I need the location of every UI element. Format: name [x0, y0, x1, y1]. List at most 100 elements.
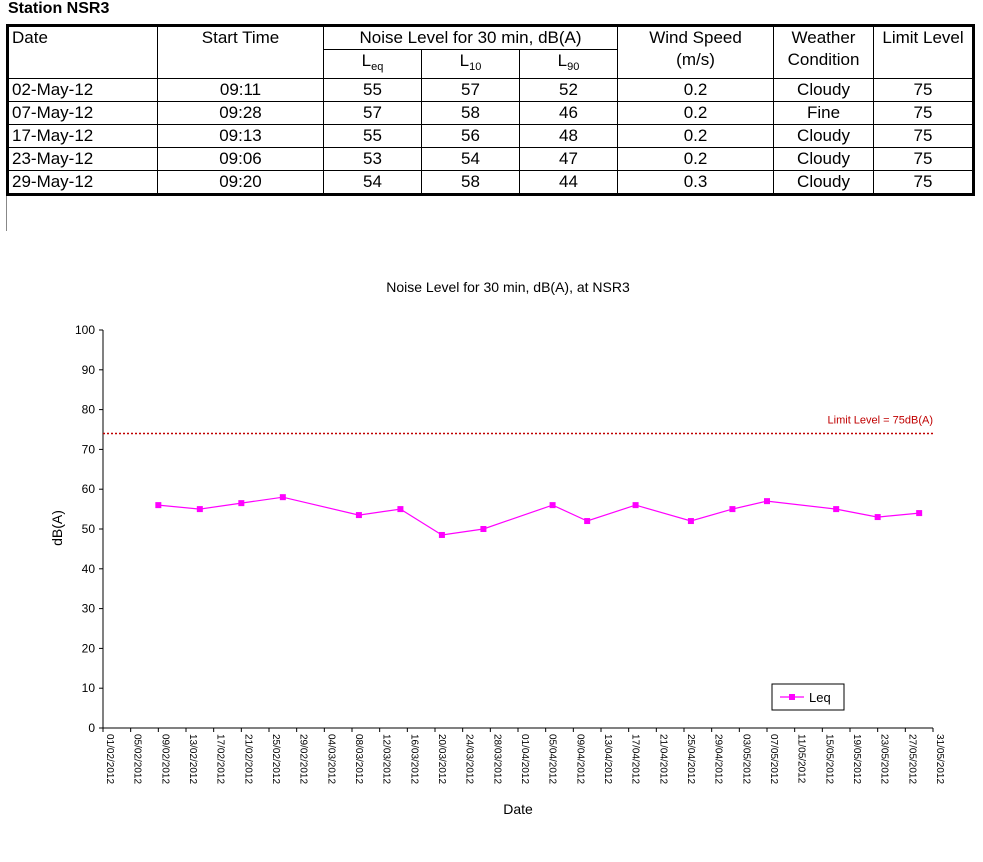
header-wind-line1: Wind Speed	[649, 28, 742, 47]
cell-limit: 75	[873, 124, 975, 148]
header-weather-line2: Condition	[787, 50, 860, 69]
data-point-leq	[397, 506, 404, 513]
y-tick-label: 100	[75, 323, 95, 337]
x-axis-label: Date	[503, 801, 533, 817]
x-tick-label: 03/05/2012	[740, 734, 751, 784]
x-tick-label: 16/03/2012	[408, 734, 419, 784]
x-tick-label: 27/05/2012	[906, 734, 917, 784]
x-tick-label: 24/03/2012	[464, 734, 475, 784]
cell-leq: 53	[323, 147, 422, 171]
x-tick-label: 20/03/2012	[436, 734, 447, 784]
cell-l10: 54	[421, 147, 520, 171]
x-tick-label: 21/02/2012	[242, 734, 253, 784]
header-wind-line2: (m/s)	[676, 50, 715, 69]
y-tick-label: 50	[82, 522, 96, 536]
header-date: Date	[7, 25, 158, 79]
x-tick-label: 19/05/2012	[851, 734, 862, 784]
y-tick-label: 10	[82, 681, 96, 695]
header-l90-sub: 90	[567, 61, 580, 73]
data-point-leq	[833, 506, 840, 513]
x-tick-label: 01/04/2012	[519, 734, 530, 784]
x-tick-label: 25/02/2012	[270, 734, 281, 784]
cell-start-time: 09:28	[157, 101, 324, 125]
x-tick-label: 11/05/2012	[796, 734, 807, 784]
cell-leq: 57	[323, 101, 422, 125]
data-point-leq	[355, 512, 362, 519]
cell-date: 17-May-12	[7, 124, 158, 148]
x-tick-label: 23/05/2012	[879, 734, 890, 784]
cell-start-time: 09:06	[157, 147, 324, 171]
cell-date: 29-May-12	[7, 170, 158, 196]
station-title: Station NSR3	[8, 0, 110, 17]
x-tick-label: 05/02/2012	[132, 734, 143, 784]
cell-l10: 58	[421, 170, 520, 196]
x-tick-label: 09/02/2012	[159, 734, 170, 784]
cell-wind: 0.2	[617, 147, 775, 171]
header-l10-main: L	[459, 51, 470, 70]
header-leq-sub: eq	[371, 61, 384, 73]
header-weather: Weather Condition	[773, 25, 875, 79]
header-weather-line1: Weather	[791, 28, 856, 47]
data-point-leq	[480, 526, 487, 532]
x-tick-label: 12/03/2012	[381, 734, 392, 784]
y-tick-label: 80	[82, 403, 96, 417]
noise-line-chart: Noise Level for 30 min, dB(A), at NSR3 d…	[0, 270, 983, 830]
cell-date: 02-May-12	[7, 78, 158, 102]
cell-weather: Cloudy	[773, 170, 875, 196]
data-point-leq	[584, 518, 591, 525]
y-tick-label: 60	[82, 482, 96, 496]
cell-weather: Cloudy	[773, 147, 875, 171]
cell-l90: 48	[518, 124, 619, 148]
chart-title: Noise Level for 30 min, dB(A), at NSR3	[386, 279, 630, 295]
noise-table-container: Date Start Time Noise Level for 30 min, …	[6, 24, 976, 196]
header-l90-main: L	[557, 51, 568, 70]
cell-leq: 55	[323, 78, 422, 102]
y-tick-label: 70	[82, 442, 96, 456]
header-wind-speed: Wind Speed (m/s)	[617, 25, 775, 79]
cell-wind: 0.2	[617, 124, 775, 148]
table-row: 23-May-12 09:06 53 54 47 0.2 Cloudy 75	[7, 147, 975, 171]
data-point-leq	[279, 494, 286, 501]
y-tick-label: 30	[82, 602, 96, 616]
data-point-leq	[549, 502, 556, 509]
x-tick-label: 15/05/2012	[823, 734, 834, 784]
data-point-leq	[729, 506, 736, 513]
data-point-leq	[155, 502, 162, 509]
x-tick-label: 17/04/2012	[630, 734, 641, 784]
x-tick-label: 09/04/2012	[574, 734, 585, 784]
x-tick-label: 01/02/2012	[104, 734, 115, 784]
x-tick-label: 28/03/2012	[491, 734, 502, 784]
x-tick-label: 31/05/2012	[934, 734, 945, 784]
cell-l10: 58	[421, 101, 520, 125]
cell-date: 07-May-12	[7, 101, 158, 125]
header-l10-sub: 10	[469, 61, 482, 73]
x-tick-label: 07/05/2012	[768, 734, 779, 784]
chart-svg: Noise Level for 30 min, dB(A), at NSR3 d…	[49, 279, 945, 817]
table-row: 17-May-12 09:13 55 56 48 0.2 Cloudy 75	[7, 124, 975, 148]
x-tick-label: 29/04/2012	[713, 734, 724, 784]
y-axis-label: dB(A)	[49, 510, 65, 546]
legend-label-leq: Leq	[809, 690, 831, 705]
x-tick-label: 25/04/2012	[685, 734, 696, 784]
y-tick-label: 20	[82, 641, 96, 655]
cell-l90: 44	[518, 170, 619, 196]
cell-leq: 55	[323, 124, 422, 148]
data-point-leq	[238, 500, 245, 507]
cell-l90: 47	[518, 147, 619, 171]
cell-start-time: 09:13	[157, 124, 324, 148]
header-l10: L10	[421, 49, 520, 79]
table-row: 02-May-12 09:11 55 57 52 0.2 Cloudy 75	[7, 78, 975, 102]
x-tick-label: 17/02/2012	[215, 734, 226, 784]
header-leq-main: L	[361, 51, 372, 70]
cell-weather: Cloudy	[773, 78, 875, 102]
table-row: 07-May-12 09:28 57 58 46 0.2 Fine 75	[7, 101, 975, 125]
legend-marker-leq	[789, 694, 795, 700]
cell-l90: 46	[518, 101, 619, 125]
noise-data-table: Date Start Time Noise Level for 30 min, …	[6, 24, 976, 196]
x-tick-label: 13/02/2012	[187, 734, 198, 784]
header-leq: Leq	[323, 49, 422, 79]
x-tick-label: 29/02/2012	[298, 734, 309, 784]
data-point-leq	[196, 506, 203, 513]
cell-weather: Cloudy	[773, 124, 875, 148]
cell-l10: 56	[421, 124, 520, 148]
